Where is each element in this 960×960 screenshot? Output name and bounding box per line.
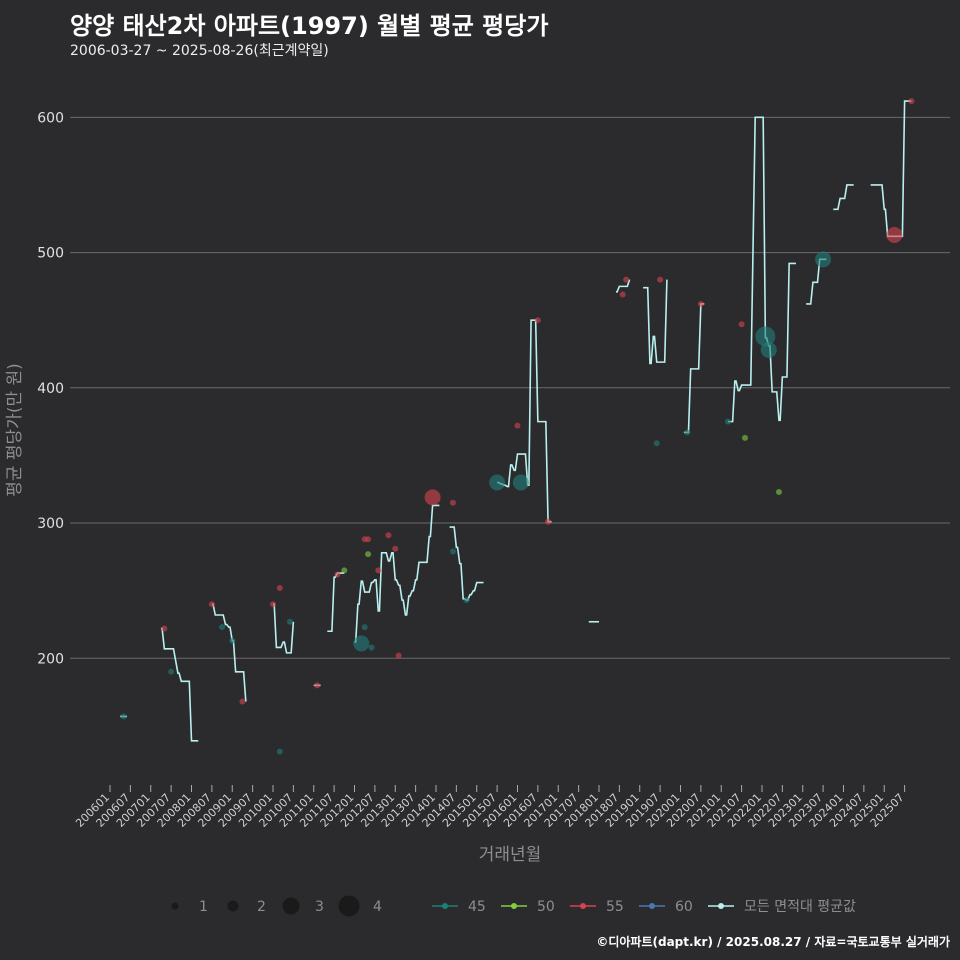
legend-size-label: 4 [373, 899, 382, 915]
point-55 [545, 518, 552, 525]
legend-dot-swatch [580, 903, 586, 909]
legend-label: 60 [675, 899, 693, 915]
point-55 [392, 545, 399, 552]
avg-segment [643, 279, 668, 365]
point-55 [623, 276, 630, 283]
point-55 [534, 317, 541, 324]
point-55 [365, 536, 372, 543]
point-55 [619, 291, 626, 298]
point-45 [120, 713, 127, 720]
point-45 [286, 618, 293, 625]
avg-segment [497, 319, 552, 523]
point-55 [334, 571, 341, 578]
point-45 [463, 597, 470, 604]
grid [70, 116, 950, 659]
point-55 [269, 601, 276, 608]
y-axis-title: 평균 평당가(만 원) [5, 363, 25, 497]
avg-segment [272, 603, 295, 654]
point-50 [341, 567, 348, 574]
avg-segment [870, 100, 912, 238]
y-tick-label: 600 [37, 110, 64, 126]
point-50 [775, 488, 782, 495]
point-55 [697, 300, 704, 307]
point-45 [489, 474, 506, 491]
point-55 [161, 625, 168, 632]
avg-segment [728, 116, 796, 423]
legend-size-swatch [282, 897, 300, 915]
avg-segment [449, 526, 484, 601]
point-45 [684, 429, 691, 436]
avg-segment [833, 184, 854, 211]
point-45 [361, 624, 368, 631]
point-55 [208, 601, 215, 608]
legend-dot-swatch [718, 903, 724, 909]
point-50 [365, 551, 372, 558]
point-45 [653, 440, 660, 447]
avg-segment [160, 627, 199, 742]
point-55 [314, 682, 321, 689]
legend-size-swatch [227, 900, 239, 912]
point-55 [738, 321, 745, 328]
legend-label: 50 [537, 899, 555, 915]
legend-dot-swatch [511, 903, 517, 909]
point-55 [886, 226, 903, 243]
point-55 [375, 567, 382, 574]
legend-dot-swatch [442, 903, 448, 909]
legend-label: 55 [606, 899, 624, 915]
point-45 [276, 748, 283, 755]
avg-segment [327, 572, 345, 633]
point-45 [168, 668, 175, 675]
legend: 1 2 3 4 45 50 55 60 모든 면적대 평균값 [171, 895, 856, 917]
point-50 [742, 434, 749, 441]
source-caption: ©디아파트(dapt.kr) / 2025.08.27 / 자료=국토교통부 실… [596, 935, 950, 949]
point-55 [276, 584, 283, 591]
point-55 [449, 499, 456, 506]
avg-segment [683, 303, 705, 434]
point-45 [219, 624, 226, 631]
point-45 [755, 326, 776, 347]
point-55 [424, 489, 441, 506]
average-line [120, 100, 912, 742]
point-55 [908, 98, 915, 105]
point-55 [385, 532, 392, 539]
chart-title: 양양 태산2차 아파트(1997) 월별 평균 평당가 [70, 12, 549, 40]
point-55 [395, 652, 402, 659]
legend-label: 모든 면적대 평균값 [744, 899, 856, 915]
legend-size-label: 2 [257, 899, 266, 915]
chart-subtitle: 2006-03-27 ~ 2025-08-26(최근계약일) [70, 43, 329, 59]
avg-segment [615, 279, 631, 293]
point-45 [368, 644, 375, 651]
point-45 [760, 341, 777, 358]
point-55 [657, 276, 664, 283]
legend-label: 45 [468, 899, 486, 915]
point-45 [512, 474, 529, 491]
legend-size-label: 1 [199, 899, 208, 915]
point-45 [353, 635, 370, 652]
x-axis-title: 거래년월 [479, 845, 542, 865]
avg-segment [354, 504, 440, 643]
point-45 [229, 637, 236, 644]
scatter-points [120, 98, 915, 755]
legend-dot-swatch [649, 903, 655, 909]
legend-size-swatch [171, 902, 179, 910]
y-tick-label: 400 [37, 381, 64, 397]
legend-size-label: 3 [315, 899, 324, 915]
y-tick-label: 300 [37, 516, 64, 532]
point-45 [449, 548, 456, 555]
y-tick-label: 200 [37, 651, 64, 667]
point-45 [725, 418, 732, 425]
point-55 [239, 698, 246, 705]
x-axis: 2006012006072007012007072008012008072009… [73, 785, 907, 830]
point-45 [815, 251, 832, 268]
y-tick-label: 500 [37, 246, 64, 262]
legend-size-swatch [338, 895, 360, 917]
avg-segment [211, 603, 247, 702]
y-axis: 200 300 400 500 600 [37, 110, 64, 667]
point-55 [514, 422, 521, 429]
